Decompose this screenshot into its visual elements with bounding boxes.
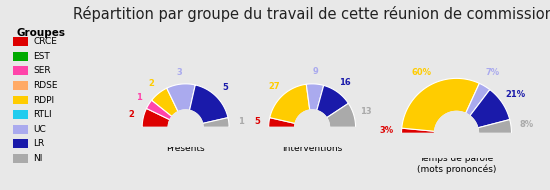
- Text: RDPI: RDPI: [34, 96, 54, 105]
- Text: 8%: 8%: [519, 120, 534, 129]
- Polygon shape: [167, 84, 195, 112]
- Bar: [13, 110, 28, 119]
- Polygon shape: [317, 86, 348, 118]
- Polygon shape: [142, 108, 170, 127]
- Text: 9: 9: [313, 67, 319, 76]
- Text: 5: 5: [254, 117, 260, 126]
- Polygon shape: [168, 110, 203, 127]
- Polygon shape: [270, 84, 310, 124]
- Text: RTLI: RTLI: [34, 110, 52, 119]
- Text: Interventions: Interventions: [282, 144, 342, 153]
- Bar: [13, 81, 28, 90]
- Text: 1: 1: [238, 117, 244, 126]
- Text: UC: UC: [34, 125, 46, 134]
- Polygon shape: [466, 83, 490, 116]
- Text: Répartition par groupe du travail de cette réunion de commission: Répartition par groupe du travail de cet…: [73, 6, 550, 22]
- Polygon shape: [190, 85, 228, 124]
- Bar: [13, 37, 28, 46]
- Text: NI: NI: [34, 154, 43, 163]
- Text: 3: 3: [177, 67, 182, 77]
- Text: 7%: 7%: [486, 68, 500, 78]
- Polygon shape: [470, 90, 510, 128]
- Text: 5: 5: [222, 83, 228, 93]
- Polygon shape: [382, 133, 531, 166]
- Bar: [13, 96, 28, 105]
- Bar: [13, 52, 28, 61]
- Polygon shape: [146, 100, 172, 120]
- Polygon shape: [434, 111, 478, 133]
- Text: EST: EST: [34, 52, 50, 61]
- Text: 16: 16: [339, 78, 351, 87]
- Polygon shape: [127, 127, 244, 153]
- Polygon shape: [402, 128, 434, 133]
- Text: SER: SER: [34, 66, 51, 75]
- Polygon shape: [152, 88, 178, 116]
- Text: 3%: 3%: [379, 126, 393, 135]
- Bar: [13, 66, 28, 75]
- Text: 2: 2: [148, 79, 154, 88]
- Text: Présents: Présents: [166, 144, 205, 153]
- Text: 60%: 60%: [411, 68, 431, 77]
- Bar: [13, 139, 28, 148]
- Bar: [13, 125, 28, 134]
- Text: LR: LR: [34, 139, 45, 148]
- Text: RDSE: RDSE: [34, 81, 58, 90]
- Text: 21%: 21%: [505, 90, 525, 99]
- Text: 27: 27: [269, 82, 280, 91]
- Polygon shape: [327, 103, 356, 127]
- Bar: [13, 154, 28, 163]
- Polygon shape: [295, 110, 329, 127]
- Polygon shape: [402, 78, 480, 131]
- Polygon shape: [478, 120, 512, 133]
- Text: 2: 2: [129, 110, 134, 120]
- Text: 1: 1: [136, 93, 141, 102]
- Text: 13: 13: [360, 107, 371, 116]
- Polygon shape: [202, 118, 229, 127]
- Text: CRCE: CRCE: [34, 37, 57, 46]
- Polygon shape: [306, 84, 324, 111]
- Polygon shape: [254, 127, 371, 153]
- Polygon shape: [268, 118, 295, 127]
- Text: Temps de parole
(mots prononcés): Temps de parole (mots prononcés): [417, 154, 496, 174]
- Text: Groupes: Groupes: [16, 28, 65, 38]
